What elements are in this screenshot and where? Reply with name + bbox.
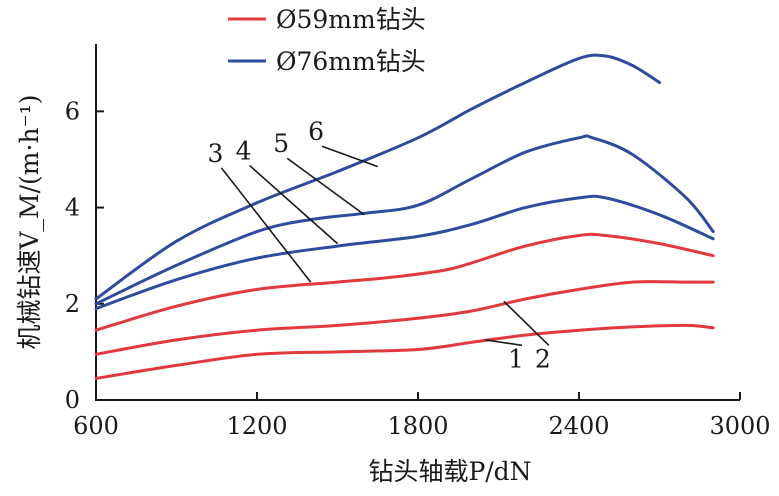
legend-label-76mm: Ø76mm钻头 [276, 47, 426, 76]
x-axis-title: 钻头轴载P/dN [368, 457, 531, 486]
x-tick-label: 1200 [226, 412, 287, 440]
axis-frame [95, 44, 740, 401]
curve-leader-1 [484, 339, 523, 347]
x-tick-label: 2400 [548, 412, 609, 440]
curve-label-2: 2 [535, 344, 551, 373]
legend-label-59mm: Ø59mm钻头 [276, 5, 426, 34]
series-line-2 [94, 280, 715, 356]
series-line-6 [94, 53, 661, 301]
curve-label-1: 1 [508, 344, 524, 373]
curve-label-6: 6 [308, 117, 324, 146]
curve-leader-3 [220, 167, 312, 283]
curve-labels: 1 2 3 4 5 6 [207, 117, 550, 373]
x-tick-label: 600 [73, 412, 119, 440]
y-tick-label: 4 [65, 194, 80, 222]
x-tick-label: 1800 [387, 412, 448, 440]
curve-label-3: 3 [207, 139, 223, 168]
x-axis-ticks: 600 1200 1800 2400 3000 [73, 392, 771, 440]
curve-leader-4 [249, 164, 339, 245]
y-tick-label: 0 [65, 386, 80, 414]
series-group [94, 53, 715, 380]
curve-leader-5 [286, 157, 365, 216]
curve-label-5: 5 [273, 129, 289, 158]
x-tick-label: 3000 [709, 412, 770, 440]
series-line-1 [94, 323, 715, 380]
series-line-5 [94, 134, 715, 306]
y-axis-ticks: 0 2 4 6 [65, 97, 104, 414]
curve-leader-6 [321, 145, 379, 168]
y-tick-label: 2 [65, 290, 80, 318]
y-tick-label: 6 [65, 97, 80, 125]
axes [95, 44, 740, 401]
legend: Ø59mm钻头 Ø76mm钻头 [228, 5, 426, 76]
curve-label-4: 4 [236, 136, 252, 165]
series-line-3 [94, 232, 715, 332]
y-axis-title: 机械钻速V_M/(m·h⁻¹) [15, 94, 44, 349]
series-line-4 [94, 194, 715, 311]
curve-leader-2 [503, 300, 550, 346]
